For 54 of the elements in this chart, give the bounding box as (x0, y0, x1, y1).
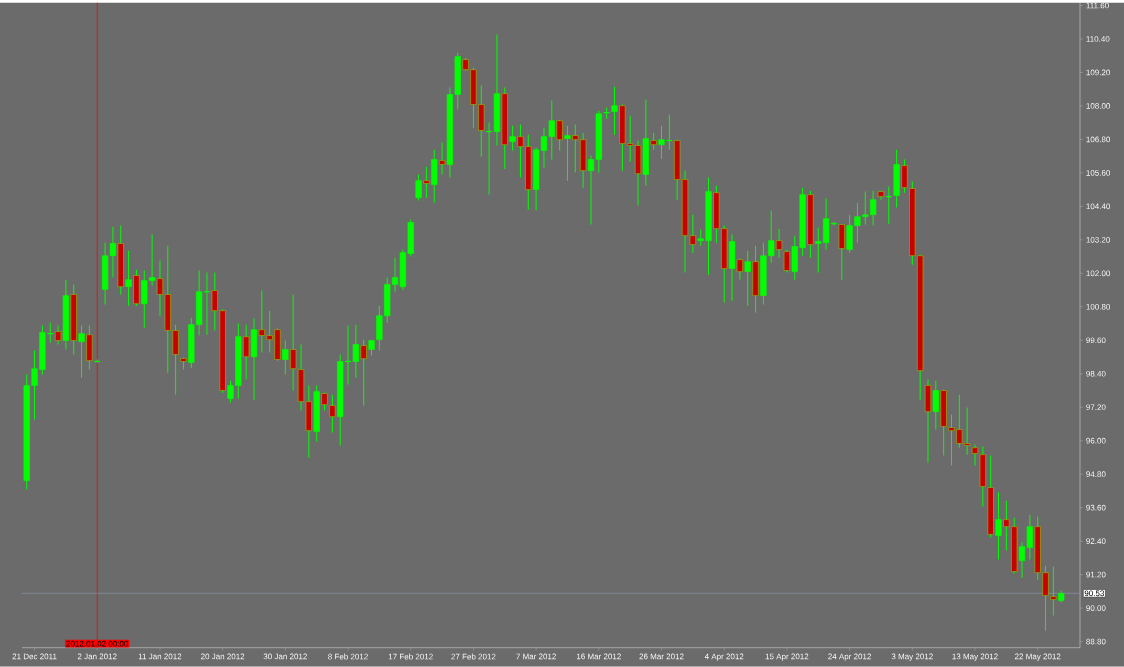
candlestick (509, 125, 516, 152)
x-tick-label: 11 Jan 2012 (138, 653, 182, 660)
ref-line-label: 2012.01.02 00:00 (66, 640, 129, 647)
x-tick-label: 21 Dec 2011 (12, 653, 57, 660)
candlestick (744, 250, 751, 307)
candlestick (564, 125, 571, 182)
x-tick-label: 17 Feb 2012 (388, 653, 433, 660)
ref-line-label: 90.53 (1084, 590, 1105, 597)
y-tick-label: 111.60 (1086, 2, 1109, 9)
x-tick-label: 16 Mar 2012 (576, 653, 621, 660)
candlestick (995, 492, 1002, 561)
candlestick (415, 174, 422, 202)
x-tick-label: 2 Jan 2012 (77, 653, 117, 660)
y-tick-label: 106.80 (1086, 136, 1111, 143)
y-tick-label: 102.00 (1086, 270, 1111, 277)
candlestick (282, 340, 289, 376)
x-tick-label: 7 Mar 2012 (516, 653, 556, 660)
x-tick-label: 3 May 2012 (891, 653, 933, 661)
x-tick-label: 24 Apr 2012 (828, 653, 871, 661)
y-tick-label: 92.40 (1086, 538, 1106, 545)
y-tick-label: 109.20 (1086, 69, 1111, 76)
x-tick-label: 26 Mar 2012 (639, 653, 684, 660)
candlestick (932, 380, 939, 431)
x-tick-label: 15 Apr 2012 (765, 653, 809, 661)
x-tick-label: 22 May 2012 (1014, 653, 1061, 661)
y-tick-label: 108.00 (1086, 103, 1111, 109)
y-tick-label: 110.40 (1086, 36, 1110, 42)
x-tick-label: 8 Feb 2012 (328, 653, 368, 660)
x-tick-label: 27 Feb 2012 (451, 653, 496, 660)
y-tick-label: 104.40 (1086, 203, 1111, 210)
y-tick-label: 88.80 (1086, 638, 1106, 645)
candlestick (971, 444, 979, 467)
candlestick (172, 324, 179, 396)
y-tick-label: 93.60 (1086, 504, 1106, 511)
x-tick-label: 20 Jan 2012 (201, 653, 245, 660)
y-tick-label: 99.60 (1086, 337, 1106, 344)
candlestick (611, 86, 618, 136)
y-tick-label: 94.80 (1086, 471, 1106, 478)
candlestick (587, 155, 595, 226)
x-tick-label: 30 Jan 2012 (263, 653, 307, 660)
y-tick-label: 96.00 (1086, 438, 1106, 444)
x-tick-label: 13 May 2012 (952, 653, 998, 661)
y-tick-label: 98.40 (1086, 371, 1106, 377)
candlestick (1042, 565, 1049, 632)
x-tick-label: 4 Apr 2012 (704, 653, 744, 661)
candlestick (125, 250, 132, 307)
y-tick-label: 97.20 (1086, 404, 1106, 411)
y-tick-label: 105.60 (1086, 170, 1111, 176)
candlestick (78, 325, 85, 379)
y-tick-label: 91.20 (1086, 571, 1106, 578)
y-tick-label: 100.80 (1086, 304, 1111, 310)
y-tick-label: 103.20 (1086, 237, 1111, 243)
candlestick (352, 324, 359, 379)
y-tick-label: 90.00 (1086, 605, 1106, 612)
